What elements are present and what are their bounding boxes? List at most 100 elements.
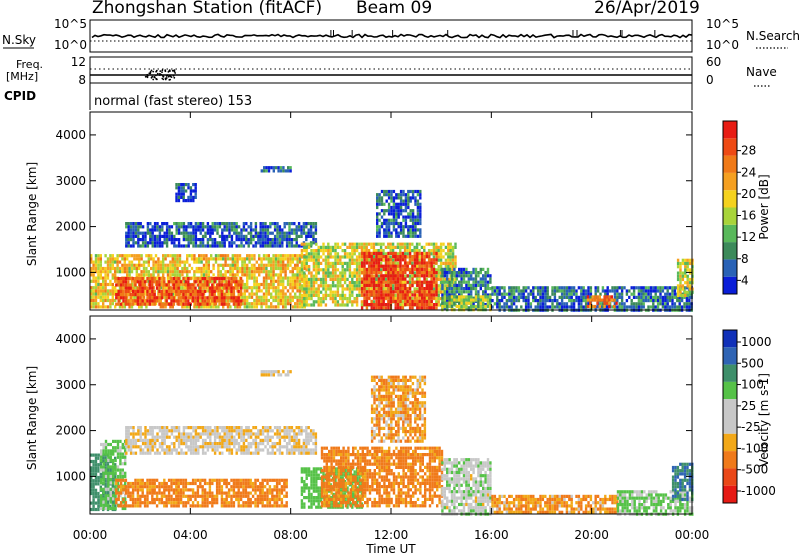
power-cell bbox=[300, 268, 304, 272]
power-cell bbox=[143, 280, 147, 284]
power-cell bbox=[204, 225, 207, 229]
power-cell bbox=[387, 209, 391, 213]
power-cell bbox=[568, 292, 571, 296]
power-cell bbox=[336, 277, 340, 281]
power-cell bbox=[180, 192, 183, 196]
power-cell bbox=[228, 222, 231, 226]
power-cell bbox=[249, 228, 253, 232]
power-cell bbox=[558, 289, 561, 293]
power-cell bbox=[298, 254, 302, 258]
power-cell bbox=[151, 280, 154, 284]
power-cell bbox=[142, 270, 146, 274]
power-cell bbox=[205, 286, 208, 290]
power-cell bbox=[460, 277, 463, 281]
power-cell bbox=[389, 277, 393, 281]
power-cell bbox=[198, 266, 201, 271]
power-cell bbox=[235, 238, 238, 242]
power-cell bbox=[300, 225, 303, 229]
power-cell bbox=[262, 302, 266, 306]
power-cell bbox=[246, 254, 249, 258]
power-cell bbox=[360, 249, 364, 253]
power-cell bbox=[319, 300, 323, 304]
power-cell bbox=[236, 263, 239, 267]
power-cell bbox=[380, 196, 384, 200]
power-cell bbox=[409, 215, 412, 219]
power-cell bbox=[236, 257, 239, 261]
power-cell bbox=[396, 306, 400, 310]
power-cell bbox=[312, 281, 316, 285]
power-cell bbox=[142, 263, 146, 267]
power-cell bbox=[458, 267, 461, 271]
power-cell bbox=[375, 277, 378, 281]
power-cell bbox=[270, 302, 273, 306]
power-cell bbox=[193, 254, 196, 258]
power-cell bbox=[353, 258, 356, 262]
power-cell bbox=[277, 292, 280, 296]
power-cell bbox=[409, 196, 412, 200]
power-cell bbox=[300, 284, 304, 288]
power-cell bbox=[255, 292, 258, 296]
power-cell bbox=[262, 257, 266, 261]
power-cell bbox=[225, 289, 228, 293]
velocity-cell bbox=[90, 507, 93, 512]
power-cell bbox=[661, 295, 665, 299]
power-cell bbox=[661, 299, 665, 303]
power-cell bbox=[322, 242, 325, 246]
power-cell bbox=[382, 303, 385, 307]
power-cell bbox=[305, 293, 308, 297]
power-cell bbox=[303, 303, 306, 307]
power-cell bbox=[242, 244, 246, 248]
power-cell bbox=[207, 263, 210, 267]
power-cell bbox=[387, 245, 390, 249]
power-cell bbox=[220, 280, 224, 284]
power-cell bbox=[570, 295, 573, 299]
power-cell bbox=[117, 296, 120, 300]
power-cell bbox=[220, 283, 224, 287]
power-cell bbox=[237, 293, 240, 297]
power-cell bbox=[479, 283, 482, 287]
power-cell bbox=[423, 255, 426, 259]
power-cell bbox=[368, 261, 371, 265]
power-cell bbox=[416, 199, 420, 203]
power-cell bbox=[317, 297, 320, 301]
power-cell bbox=[184, 283, 188, 287]
power-cell bbox=[253, 254, 256, 258]
power-cell bbox=[118, 305, 122, 309]
power-cell bbox=[375, 264, 378, 268]
power-cell bbox=[500, 292, 504, 296]
power-cell bbox=[289, 302, 292, 306]
power-cell bbox=[217, 270, 220, 274]
nave-dip-point bbox=[155, 69, 158, 72]
power-cell bbox=[363, 280, 366, 284]
power-cell bbox=[432, 277, 436, 281]
power-cell bbox=[372, 245, 376, 249]
power-cell bbox=[159, 286, 162, 290]
power-cell bbox=[312, 255, 316, 259]
power-cell bbox=[529, 302, 533, 306]
power-cell bbox=[377, 264, 381, 268]
power-cell bbox=[310, 303, 313, 307]
power-cell bbox=[384, 261, 388, 265]
power-cell bbox=[133, 295, 136, 299]
power-cell bbox=[365, 242, 368, 246]
power-cell bbox=[608, 289, 612, 293]
power-cell bbox=[408, 242, 412, 246]
power-cell bbox=[539, 289, 542, 293]
power-cell bbox=[419, 193, 422, 197]
power-cell bbox=[104, 295, 107, 299]
power-cell bbox=[385, 231, 388, 235]
power-cell bbox=[136, 296, 140, 300]
power-cell bbox=[134, 293, 137, 297]
power-cell bbox=[446, 287, 449, 291]
power-cell bbox=[106, 305, 110, 309]
power-cell bbox=[284, 295, 287, 299]
power-cell bbox=[681, 261, 685, 266]
power-cell bbox=[243, 286, 246, 290]
power-cell bbox=[167, 280, 171, 284]
power-cell bbox=[123, 305, 126, 309]
velocity-cell bbox=[104, 466, 107, 470]
power-cell bbox=[378, 212, 381, 216]
power-cell bbox=[414, 221, 417, 226]
power-cell bbox=[447, 242, 450, 246]
power-cell bbox=[508, 305, 511, 309]
